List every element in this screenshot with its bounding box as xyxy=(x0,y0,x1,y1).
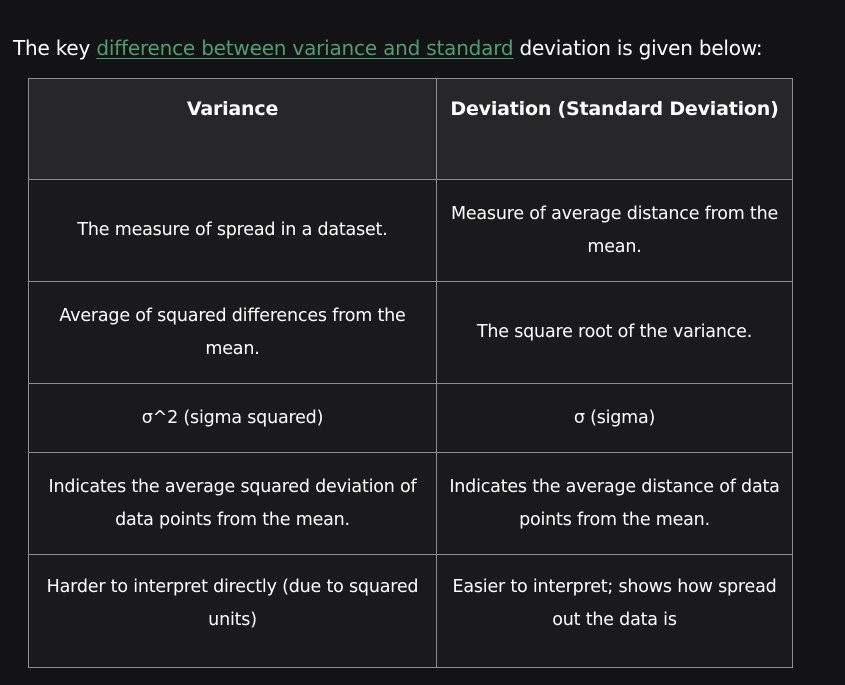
table-cell: Average of squared differences from the … xyxy=(28,281,437,384)
variance-std-link[interactable]: difference between variance and standard xyxy=(96,36,514,60)
table-cell: The square root of the variance. xyxy=(436,281,793,384)
table-row: σ^2 (sigma squared) σ (sigma) xyxy=(28,383,793,453)
comparison-table: Variance Deviation (Standard Deviation) … xyxy=(28,78,793,668)
table-cell: σ (sigma) xyxy=(436,383,793,453)
table-cell: Indicates the average squared deviation … xyxy=(28,452,437,555)
table-row: Average of squared differences from the … xyxy=(28,281,793,384)
table-row: The measure of spread in a dataset. Meas… xyxy=(28,179,793,282)
table-row: Harder to interpret directly (due to squ… xyxy=(28,554,793,668)
table-cell: σ^2 (sigma squared) xyxy=(28,383,437,453)
table-cell: Indicates the average distance of data p… xyxy=(436,452,793,555)
table-cell: Easier to interpret; shows how spread ou… xyxy=(436,554,793,668)
intro-text-end: deviation is given below: xyxy=(513,36,763,60)
header-variance: Variance xyxy=(28,78,437,180)
intro-text-start: The key xyxy=(13,36,97,60)
intro-sentence: The key difference between variance and … xyxy=(13,33,763,63)
table-cell: Harder to interpret directly (due to squ… xyxy=(28,554,437,668)
table-cell: The measure of spread in a dataset. xyxy=(28,179,437,282)
table-header-row: Variance Deviation (Standard Deviation) xyxy=(28,78,793,180)
table-row: Indicates the average squared deviation … xyxy=(28,452,793,555)
header-standard-deviation: Deviation (Standard Deviation) xyxy=(436,78,793,180)
table-cell: Measure of average distance from the mea… xyxy=(436,179,793,282)
